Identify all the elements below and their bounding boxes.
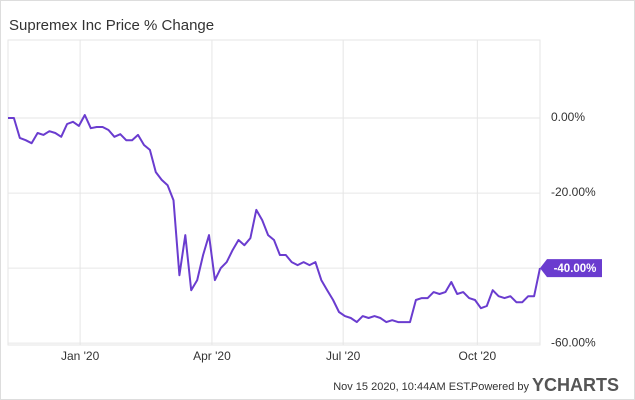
price-line — [8, 114, 541, 324]
x-tick-label: Jan '20 — [61, 349, 100, 363]
x-tick-label: Oct '20 — [459, 349, 497, 363]
value-badge — [540, 259, 602, 278]
powered-by: Powered by — [471, 381, 530, 393]
x-tick-label: Apr '20 — [193, 349, 231, 363]
y-tick-label: -60.00% — [551, 335, 596, 349]
x-tick-label: Jul '20 — [326, 349, 361, 363]
y-tick-label: -20.00% — [551, 185, 596, 199]
plot-area — [7, 39, 541, 346]
value-label: -40.00% — [554, 263, 597, 275]
chart-title: Supremex Inc Price % Change — [9, 17, 214, 34]
timestamp: Nov 15 2020, 10:44AM EST. — [333, 381, 472, 393]
y-tick-label: 0.00% — [551, 110, 585, 124]
brand-logo: YCHARTS — [532, 375, 619, 395]
